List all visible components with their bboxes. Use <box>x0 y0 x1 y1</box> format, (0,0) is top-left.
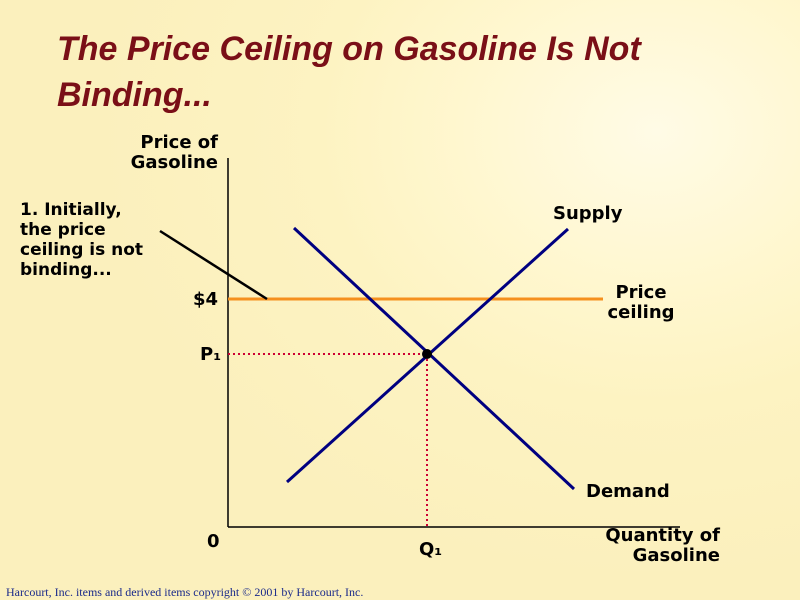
copyright-footer: Harcourt, Inc. items and derived items c… <box>6 585 364 599</box>
supply-label: Supply <box>553 203 623 224</box>
annotation-text: 1. Initially, the price ceiling is not b… <box>20 200 144 280</box>
price-ceiling-label: Price ceiling <box>607 282 675 323</box>
equilibrium-quantity-label: Q₁ <box>419 539 443 560</box>
price-ceiling-value-label: $4 <box>193 289 219 310</box>
y-axis-label: Price of Gasoline <box>130 132 218 173</box>
demand-curve <box>292 226 576 491</box>
origin-label: 0 <box>207 531 220 552</box>
annotation-pointer-line <box>159 229 268 301</box>
equilibrium-price-label: P₁ <box>200 344 222 365</box>
demand-label: Demand <box>586 481 670 502</box>
slide-title: The Price Ceiling on Gasoline Is Not Bin… <box>57 30 641 114</box>
x-axis-label: Quantity of Gasoline <box>605 525 720 566</box>
equilibrium-point <box>422 349 432 359</box>
